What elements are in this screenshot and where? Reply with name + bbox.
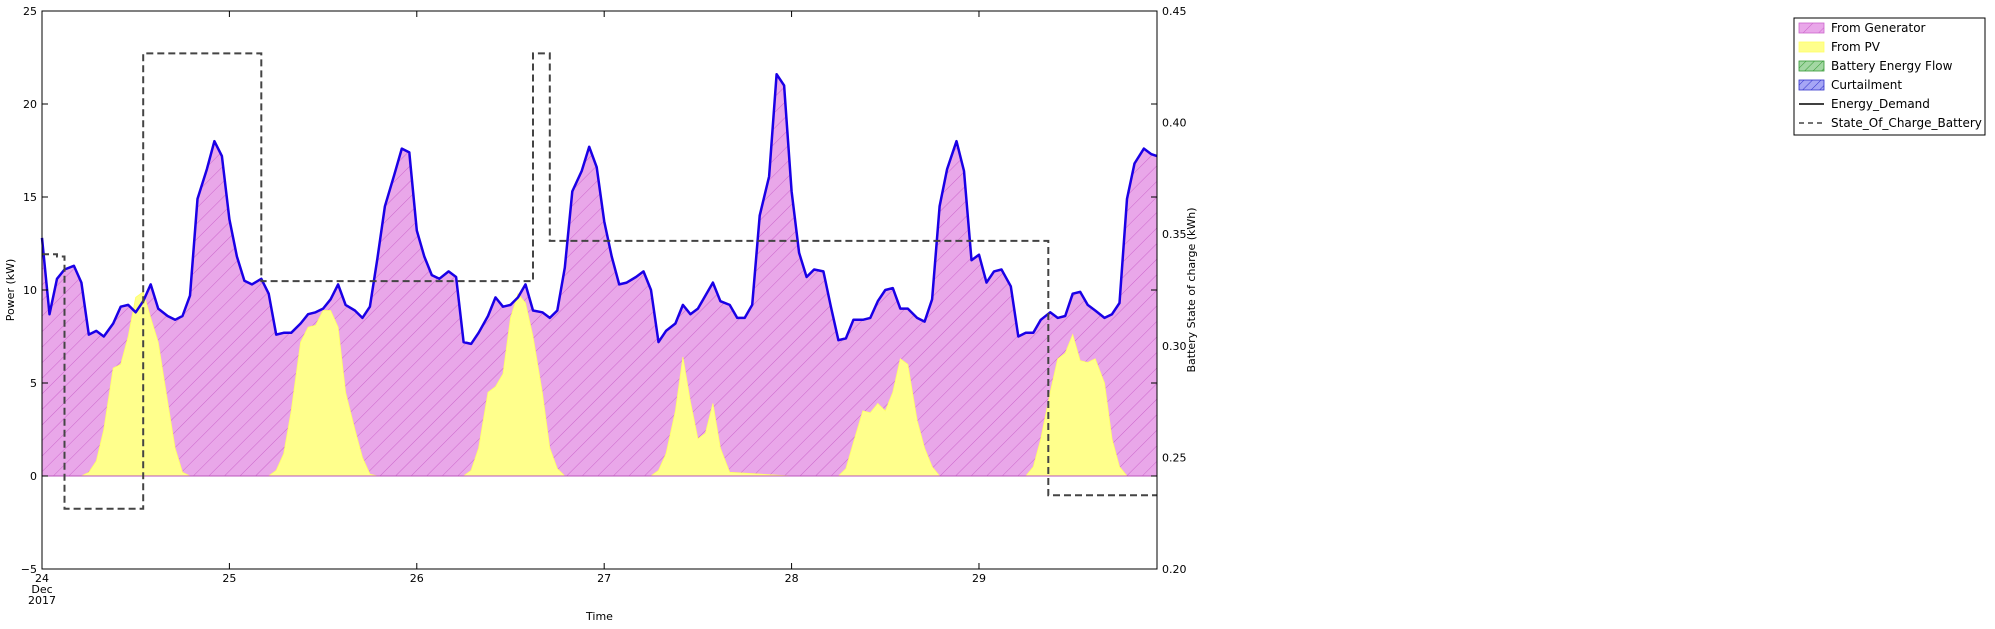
y-tick-label: 0 [30, 470, 37, 483]
legend-label: Battery Energy Flow [1831, 59, 1953, 73]
x-tick-label: Dec [31, 583, 52, 596]
legend-swatch [1798, 41, 1825, 53]
x-tick-label: 28 [785, 572, 799, 585]
y2-tick-label: 0.30 [1162, 340, 1187, 353]
legend-swatch [1798, 79, 1825, 91]
y-tick-label: 20 [23, 98, 37, 111]
x-tick-label: 26 [410, 572, 424, 585]
legend-label: From PV [1831, 40, 1881, 54]
y-tick-label: 5 [30, 377, 37, 390]
legend-label: Energy_Demand [1831, 97, 1930, 111]
x-tick-label: 24 [35, 572, 49, 585]
y2-tick-label: 0.35 [1162, 228, 1187, 241]
energy-demand-line [40, 72, 1158, 346]
y2-tick-label: 0.20 [1162, 563, 1187, 576]
y-axis-label: Power (kW) [4, 259, 17, 322]
legend-label: State_Of_Charge_Battery [1831, 116, 1982, 130]
legend-swatch [1798, 22, 1825, 34]
y-tick-label: −5 [21, 563, 37, 576]
y2-tick-label: 0.25 [1162, 451, 1187, 464]
y2-tick-label: 0.40 [1162, 117, 1187, 130]
x-tick-label: 25 [222, 572, 236, 585]
y-tick-label: 25 [23, 5, 37, 18]
legend-label: From Generator [1831, 21, 1926, 35]
y2-tick-label: 0.45 [1162, 5, 1187, 18]
x-axis-label: Time [585, 610, 613, 623]
y-tick-label: 15 [23, 191, 37, 204]
from-generator-area [41, 73, 1158, 477]
y2-axis-label: Battery State of charge (kWh) [1185, 207, 1198, 372]
x-tick-label: 29 [972, 572, 986, 585]
x-tick-label: 27 [597, 572, 611, 585]
x-tick-label: 2017 [28, 594, 56, 607]
state-of-charge-line [42, 52, 1157, 510]
legend-label: Curtailment [1831, 78, 1902, 92]
legend-swatch [1798, 60, 1825, 72]
legend-box [1793, 17, 1986, 136]
y-tick-label: 10 [23, 284, 37, 297]
